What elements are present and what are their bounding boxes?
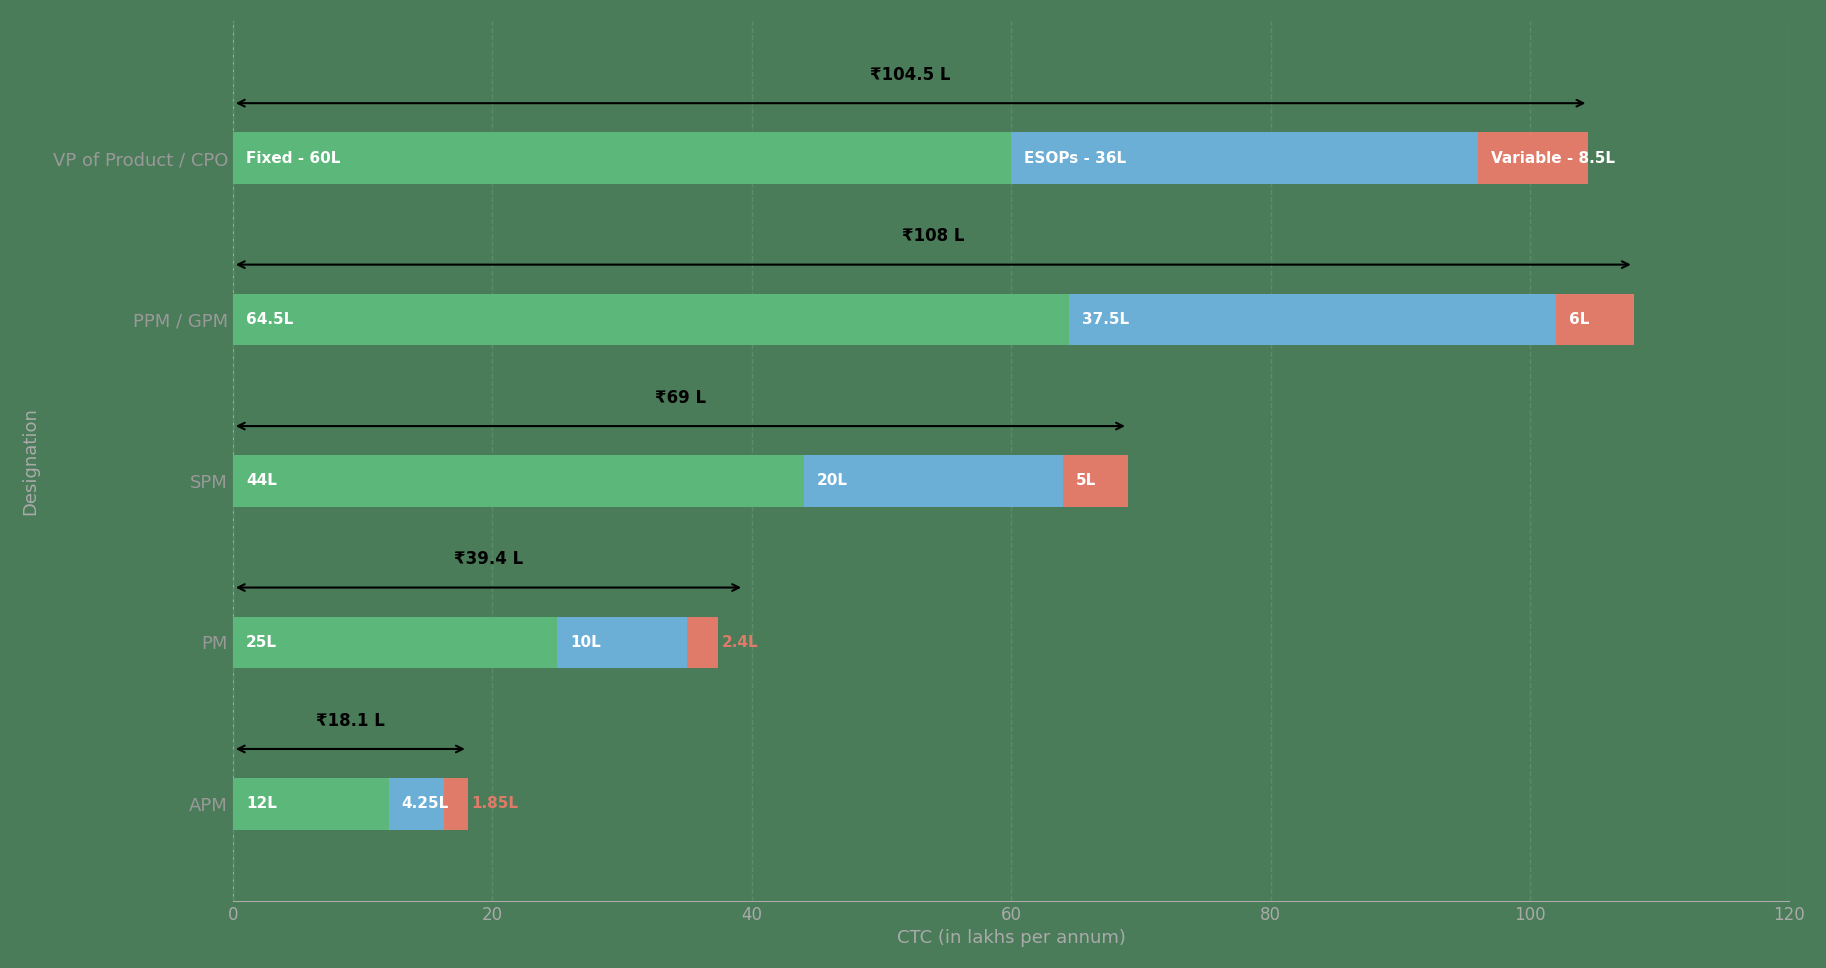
Text: 5L: 5L	[1076, 473, 1096, 489]
Text: ₹18.1 L: ₹18.1 L	[316, 711, 385, 730]
Bar	[234, 455, 803, 507]
Bar	[234, 617, 557, 668]
Bar	[444, 778, 467, 830]
Text: 1.85L: 1.85L	[471, 797, 519, 811]
Text: 20L: 20L	[816, 473, 847, 489]
Bar	[1070, 293, 1556, 346]
Bar	[1012, 133, 1477, 184]
Text: 44L: 44L	[247, 473, 278, 489]
Text: Fixed - 60L: Fixed - 60L	[247, 151, 340, 166]
Bar	[557, 617, 687, 668]
Bar	[1063, 455, 1128, 507]
Text: 2.4L: 2.4L	[721, 635, 758, 650]
Bar	[389, 778, 444, 830]
Text: 6L: 6L	[1569, 312, 1589, 327]
Bar	[687, 617, 718, 668]
Bar	[803, 455, 1063, 507]
Y-axis label: Designation: Designation	[20, 407, 38, 515]
X-axis label: CTC (in lakhs per annum): CTC (in lakhs per annum)	[897, 929, 1125, 947]
Bar	[234, 778, 389, 830]
Text: Variable - 8.5L: Variable - 8.5L	[1492, 151, 1614, 166]
Bar	[234, 293, 1070, 346]
Text: ₹108 L: ₹108 L	[902, 227, 964, 245]
Bar	[234, 133, 1012, 184]
Text: ₹69 L: ₹69 L	[656, 389, 707, 407]
Text: 25L: 25L	[247, 635, 278, 650]
Bar	[1477, 133, 1589, 184]
Text: 37.5L: 37.5L	[1083, 312, 1130, 327]
Text: 10L: 10L	[570, 635, 601, 650]
Text: ₹104.5 L: ₹104.5 L	[871, 66, 951, 84]
Bar	[1556, 293, 1634, 346]
Text: ₹39.4 L: ₹39.4 L	[455, 550, 522, 568]
Text: 4.25L: 4.25L	[402, 797, 449, 811]
Text: ESOPs - 36L: ESOPs - 36L	[1024, 151, 1127, 166]
Text: 64.5L: 64.5L	[247, 312, 294, 327]
Text: 12L: 12L	[247, 797, 278, 811]
